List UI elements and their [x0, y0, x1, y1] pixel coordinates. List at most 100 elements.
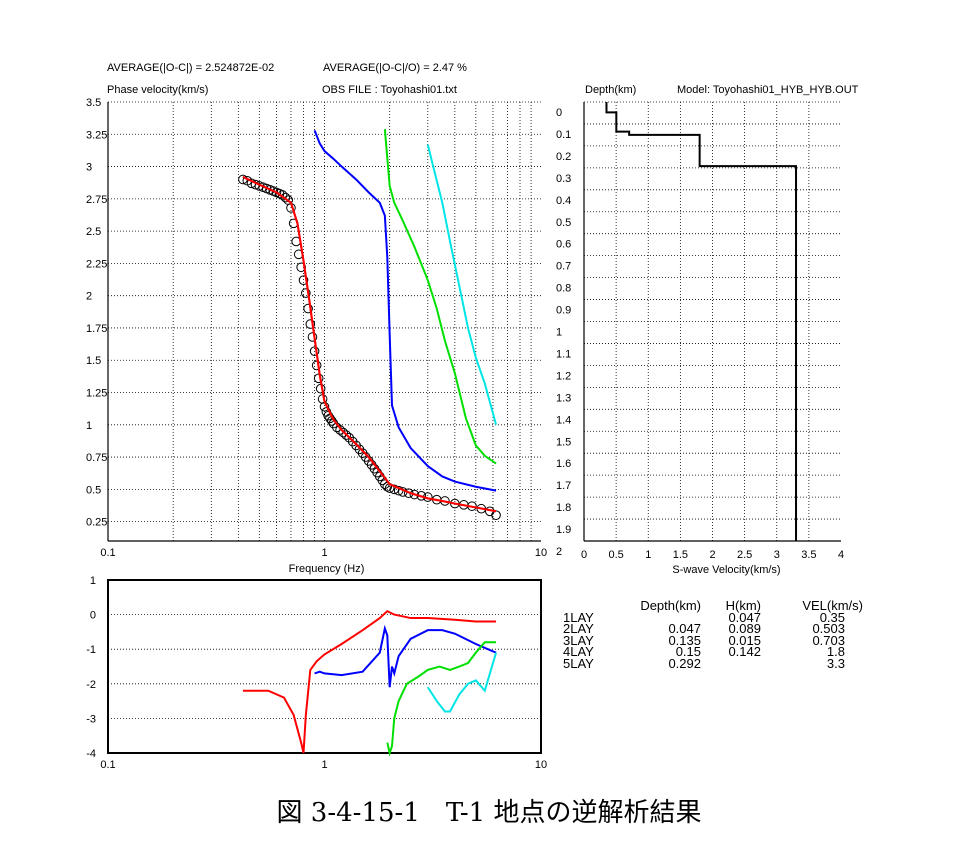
layer-thickness: 0.047 — [728, 609, 761, 625]
layer-name: 2LAY — [563, 621, 594, 636]
y-tick-label: 1 — [86, 420, 92, 432]
x-tick-label: 0.1 — [100, 547, 115, 559]
depth-tick-label: 1.9 — [556, 524, 571, 536]
depth-label: Depth(km) — [585, 84, 637, 96]
layer-depth: 0.15 — [675, 644, 701, 659]
layer-velocity: 3.3 — [826, 655, 845, 671]
depth-tick-label: 1.6 — [556, 458, 571, 470]
plots-canvas: 3.53.2532.752.52.2521.751.51.2510.750.50… — [86, 97, 844, 771]
observed-point — [277, 190, 288, 200]
x-axis-label: Frequency (Hz) — [289, 563, 365, 575]
residual-line — [426, 652, 498, 713]
series-line — [242, 175, 497, 513]
depth-header: Depth(km) — [640, 598, 701, 613]
observed-point — [280, 192, 291, 203]
residual-line — [386, 641, 497, 757]
phase-velocity-label: Phase velocity(km/s) — [107, 84, 209, 96]
depth-tick-label: 2 — [556, 546, 562, 558]
depth-tick-label: 0.8 — [556, 283, 571, 295]
y-tick-label: 0 — [90, 610, 96, 622]
layer-depth: 0.047 — [668, 621, 701, 636]
velocity-profile-line — [605, 102, 798, 541]
x-tick-label: 0.5 — [608, 549, 623, 561]
depth-tick-label: 1.2 — [556, 370, 571, 382]
observed-point — [311, 360, 322, 371]
observed-point — [301, 288, 311, 298]
layer-velocity: 0.503 — [812, 621, 845, 636]
x-tick-label: 2.5 — [737, 549, 752, 561]
y-tick-label: 0.25 — [86, 517, 107, 529]
layer-velocity: 1.8 — [826, 644, 845, 659]
series-line — [383, 129, 497, 465]
depth-tick-label: 0.9 — [556, 305, 571, 317]
layer-velocity: 0.703 — [812, 632, 845, 648]
y-tick-label: 2.75 — [86, 194, 107, 206]
layer-depth: 0.292 — [668, 655, 701, 671]
x-tick-label: 2 — [709, 549, 715, 561]
x-tick-label: 1.5 — [673, 549, 688, 561]
y-tick-label: 2.25 — [86, 258, 107, 270]
depth-tick-label: 1.4 — [556, 414, 571, 426]
avg-rel-text: AVERAGE(|O-C|/O) = 2.47 % — [323, 62, 467, 74]
layer-name: 1LAY — [563, 609, 594, 625]
x-tick-label: 10 — [535, 759, 547, 771]
y-tick-label: -4 — [86, 748, 96, 760]
depth-tick-label: 1.7 — [556, 480, 571, 492]
observed-point — [309, 346, 320, 356]
depth-tick-label: 1.3 — [556, 392, 571, 404]
y-tick-label: -1 — [86, 644, 96, 656]
depth-tick-label: 0.2 — [556, 151, 571, 163]
observed-point — [491, 510, 501, 520]
observed-point — [341, 430, 352, 440]
x-axis-label: S-wave Velocity(km/s) — [672, 564, 780, 576]
obs-file-text: OBS FILE : Toyohashi01.txt — [322, 84, 457, 96]
depth-tick-label: 0.1 — [556, 129, 571, 141]
y-tick-label: 1.75 — [86, 323, 107, 335]
figure-caption: 図 3-4-15-1 T-1 地点の逆解析結果 — [276, 798, 702, 828]
y-tick-label: -2 — [86, 679, 96, 691]
h-header: H(km) — [725, 598, 761, 613]
layer-velocity: 0.35 — [819, 609, 845, 625]
observed-point — [409, 489, 420, 500]
y-tick-label: 1.25 — [86, 388, 107, 400]
depth-tick-label: 0.4 — [556, 195, 571, 207]
x-tick-label: 10 — [535, 547, 547, 559]
residual-line — [314, 624, 497, 688]
y-tick-label: 3.5 — [86, 97, 101, 109]
x-tick-label: 4 — [838, 549, 844, 561]
layer-name: 5LAY — [563, 655, 594, 671]
layer-thickness: 0.142 — [728, 644, 761, 659]
vel-header: VEL(km/s) — [802, 598, 863, 613]
y-tick-label: 1.5 — [86, 355, 101, 367]
y-tick-label: 2 — [86, 291, 92, 303]
observed-point — [389, 484, 400, 495]
layer-thickness: 0.015 — [728, 632, 761, 648]
avg-abs-text: AVERAGE(|O-C|) = 2.524872E-02 — [107, 62, 275, 74]
observed-point — [305, 319, 316, 329]
depth-tick-label: 1.1 — [556, 348, 571, 360]
observed-point — [303, 303, 313, 314]
series-line — [313, 130, 497, 492]
depth-tick-label: 0.7 — [556, 261, 571, 273]
layer-thickness: 0.089 — [728, 621, 761, 636]
depth-tick-label: 0.6 — [556, 239, 571, 251]
x-tick-label: 3.5 — [801, 549, 816, 561]
y-tick-label: 2.5 — [86, 226, 101, 238]
y-tick-label: 0.5 — [86, 484, 101, 496]
residual-frame — [107, 579, 542, 754]
dispersion-chart: 3.5 3.25 3 2.75 2.5 2.25 2 1.75 1.5 1.25 1 0.75 0.5 0… — [86, 97, 547, 575]
x-tick-label: 1 — [645, 549, 651, 561]
x-tick-label: 1 — [321, 759, 327, 771]
x-tick-label: 0 — [581, 549, 587, 561]
x-tick-label: 3 — [774, 549, 780, 561]
depth-tick-label: 0.3 — [556, 173, 571, 185]
observed-point — [335, 425, 345, 435]
y-tick-label: 3 — [86, 162, 92, 174]
layer-depth: 0.135 — [668, 632, 701, 648]
observed-point — [338, 427, 348, 438]
observed-point — [298, 275, 309, 285]
y-tick-label: -3 — [86, 713, 96, 725]
y-tick-label: 3.25 — [86, 129, 107, 141]
residual-line — [242, 609, 497, 754]
layer-name: 3LAY — [563, 632, 594, 648]
